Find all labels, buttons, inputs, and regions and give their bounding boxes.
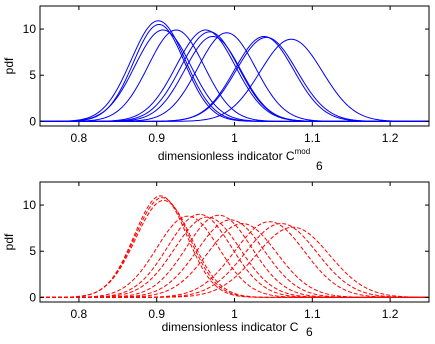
series-line-top-11 (40, 38, 429, 122)
xticks-bottom: 0.8 0.9 1 1.1 1.2 (71, 182, 399, 321)
yticks-bottom: 0 5 10 (23, 198, 429, 304)
series-line-bottom-10 (40, 221, 429, 298)
lines-bottom (40, 195, 430, 298)
ytick-label-bottom-1: 0 (29, 290, 36, 304)
chart-top: 0.8 0.9 1 1.1 1.2 0 5 10 pdf dimensionless ind… (2, 5, 430, 173)
xtick-label-top-3: 1 (231, 131, 238, 145)
xticks-top: 0.8 0.9 1 1.1 1.2 (71, 6, 399, 145)
ytick-label-bottom-2: 5 (29, 244, 36, 258)
xlabel-bottom-sub: 6 (306, 325, 313, 339)
xtick-label-bottom-5: 1.2 (382, 307, 399, 321)
xlabel-bottom-main: dimensionless indicator C (162, 320, 299, 334)
xtick-label-bottom-4: 1.1 (304, 307, 321, 321)
series-line-bottom-12 (40, 226, 430, 298)
ytick-label-top-2: 5 (29, 68, 36, 82)
ylabel-top: pdf (2, 57, 16, 74)
ytick-label-top-1: 0 (29, 114, 36, 128)
xlabel-top-main: dimensionless indicator C (158, 149, 295, 163)
xlabel-top-sub: 6 (316, 159, 323, 173)
xtick-label-top-4: 1.1 (304, 131, 321, 145)
xtick-label-top-2: 0.9 (148, 131, 165, 145)
xtick-label-top-5: 1.2 (382, 131, 399, 145)
series-line-bottom-9 (40, 223, 429, 298)
xtick-label-bottom-2: 0.9 (148, 307, 165, 321)
xtick-label-bottom-1: 0.8 (71, 307, 88, 321)
chart-bottom: 0.8 0.9 1 1.1 1.2 0 5 10 pdf dimensionless ind… (2, 181, 430, 339)
xtick-label-bottom-3: 1 (231, 307, 238, 321)
ytick-label-bottom-3: 10 (23, 198, 37, 212)
xlabel-bottom: dimensionless indicator C (162, 320, 299, 334)
series-line-bottom-11 (40, 223, 429, 298)
xlabel-top-sup: mod (295, 147, 311, 156)
ylabel-bottom: pdf (2, 233, 16, 250)
lines-top (39, 20, 429, 122)
xtick-label-top-1: 0.8 (71, 131, 88, 145)
ytick-label-top-3: 10 (23, 22, 37, 36)
plot-area-bottom (39, 181, 430, 303)
yticks-top: 0 5 10 (23, 22, 429, 128)
xlabel-top: dimensionless indicator Cmod (158, 147, 310, 163)
plot-area-top (39, 5, 430, 127)
